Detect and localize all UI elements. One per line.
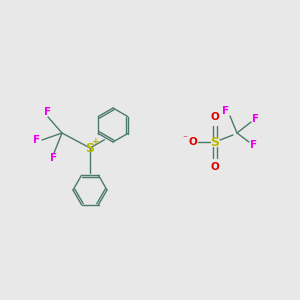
Text: F: F xyxy=(250,140,258,150)
Text: F: F xyxy=(252,114,260,124)
Text: F: F xyxy=(222,106,230,116)
Text: ⁻: ⁻ xyxy=(182,134,188,144)
Text: F: F xyxy=(44,107,52,117)
Text: F: F xyxy=(33,135,40,145)
Text: S: S xyxy=(211,136,220,148)
Text: S: S xyxy=(85,142,94,154)
Text: O: O xyxy=(189,137,197,147)
Text: F: F xyxy=(50,153,58,163)
Text: O: O xyxy=(211,162,219,172)
Text: +: + xyxy=(92,137,100,146)
Text: O: O xyxy=(211,112,219,122)
